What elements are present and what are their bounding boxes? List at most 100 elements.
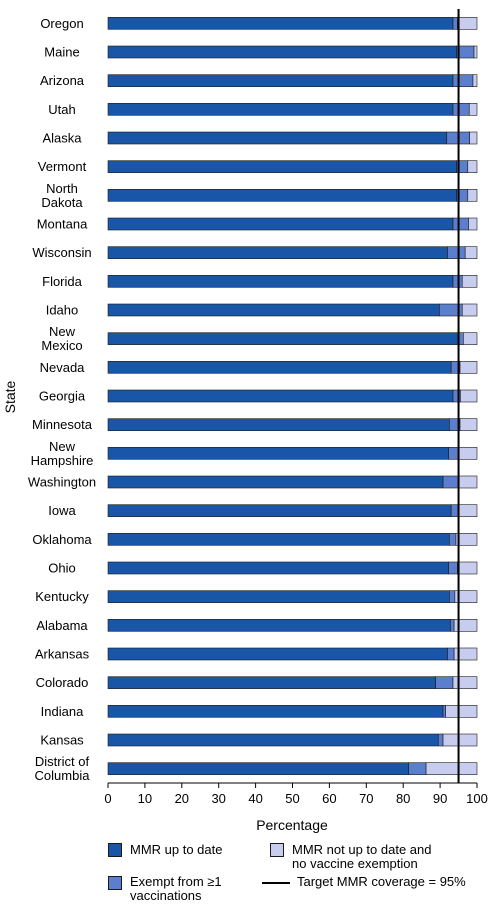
- x-tick-label: 70: [359, 791, 373, 806]
- state-label-line: Wisconsin: [32, 245, 91, 260]
- legend-label-line: Exempt from ≥1: [130, 874, 222, 889]
- bar-segment-2-0: [457, 17, 478, 30]
- state-label-line: Alabama: [36, 618, 88, 633]
- legend-swatch-exempt: [108, 876, 122, 890]
- bar-segment-1-24: [442, 705, 446, 718]
- legend-label-target: Target MMR coverage = 95%: [297, 875, 466, 889]
- bar-segment-1-0: [452, 17, 458, 30]
- state-label-line: New: [49, 439, 76, 454]
- bar-segment-1-7: [452, 217, 469, 231]
- state-label-line: Minnesota: [32, 417, 93, 432]
- state-label: Maine: [44, 45, 79, 60]
- state-label: Colorado: [36, 675, 89, 690]
- state-label: Arkansas: [35, 647, 90, 662]
- bar-segment-1-26: [408, 762, 427, 775]
- bar-segment-0-5: [107, 160, 458, 173]
- bar-segment-2-3: [468, 103, 478, 116]
- state-label-line: Idaho: [46, 303, 79, 318]
- bar-segment-1-21: [450, 619, 455, 632]
- bar-segment-0-4: [107, 131, 448, 145]
- legend-label-line: vaccinations: [130, 888, 202, 903]
- bar-segment-2-25: [442, 733, 478, 747]
- bar-segment-2-26: [425, 762, 478, 775]
- state-label-line: Mexico: [41, 338, 82, 353]
- legend-swatch-up-to-date: [108, 843, 122, 857]
- state-label-line: Montana: [37, 217, 88, 232]
- state-label: District of Columbia: [35, 754, 91, 783]
- bar-segment-2-20: [454, 590, 478, 603]
- state-label-line: Arkansas: [35, 647, 90, 662]
- bar-segment-2-16: [458, 475, 478, 489]
- legend-label-line: no vaccine exemption: [292, 856, 418, 871]
- bar-segment-1-15: [448, 447, 459, 460]
- bar-segment-1-3: [452, 103, 470, 116]
- state-label-line: Utah: [48, 102, 75, 117]
- bar-segment-0-9: [107, 275, 454, 288]
- state-label: Kentucky: [35, 589, 89, 604]
- bar-segment-0-21: [107, 619, 451, 632]
- bar-segment-0-15: [107, 447, 449, 460]
- state-label-line: Hampshire: [31, 453, 94, 468]
- state-label: Nevada: [40, 360, 86, 375]
- bar-segment-0-25: [107, 733, 439, 747]
- legend-target-line: [262, 882, 290, 884]
- bar-segment-0-8: [107, 246, 448, 259]
- x-axis-title: Percentage: [256, 817, 328, 833]
- x-tick-label: 90: [433, 791, 447, 806]
- x-tick-label: 80: [396, 791, 410, 806]
- bar-segment-2-23: [452, 676, 478, 689]
- state-label-line: Oklahoma: [32, 532, 92, 547]
- bar-segment-1-16: [442, 475, 459, 489]
- bar-segment-2-10: [461, 303, 478, 317]
- bar-segment-0-17: [107, 504, 452, 517]
- state-label: North Dakota: [41, 181, 83, 210]
- bar-segment-0-10: [107, 303, 440, 317]
- bar-segment-2-11: [463, 332, 478, 345]
- state-label: Vermont: [38, 159, 87, 174]
- bar-segment-0-7: [107, 217, 454, 231]
- bar-segment-0-13: [107, 389, 454, 403]
- bar-segment-0-23: [107, 676, 436, 689]
- bar-segment-1-18: [449, 533, 457, 546]
- bar-segment-0-6: [107, 189, 458, 202]
- state-label: Minnesota: [32, 417, 93, 432]
- x-tick-label: 50: [285, 791, 299, 806]
- bar-segment-1-2: [452, 74, 474, 87]
- bar-segment-2-7: [468, 217, 478, 231]
- stacked-bar-chart: Oregon Maine Arizona Utah Alaska Vermont North…: [2, 9, 488, 833]
- x-tick-label: 100: [466, 791, 488, 806]
- bar-segment-0-0: [107, 17, 454, 30]
- state-label-line: Vermont: [38, 159, 87, 174]
- state-label: Idaho: [46, 303, 79, 318]
- legend-swatch-not-up-to-date: [270, 843, 284, 857]
- x-tick-label: 20: [175, 791, 189, 806]
- state-label: Indiana: [41, 704, 84, 719]
- state-label-line: Oregon: [40, 16, 83, 31]
- state-label-line: Kentucky: [35, 589, 89, 604]
- state-label-line: Alaska: [42, 131, 82, 146]
- bar-segment-0-14: [107, 418, 450, 431]
- bar-segment-2-14: [459, 418, 478, 431]
- state-label-line: Colorado: [36, 675, 89, 690]
- state-label-line: Maine: [44, 45, 79, 60]
- state-label: Iowa: [48, 503, 76, 518]
- legend-label-line: Target MMR coverage = 95%: [297, 874, 466, 889]
- bar-segment-2-4: [469, 131, 478, 145]
- state-label: Oklahoma: [32, 532, 92, 547]
- bar-segment-2-18: [455, 533, 478, 546]
- state-label-line: Arizona: [40, 73, 85, 88]
- x-tick-label: 60: [322, 791, 336, 806]
- bar-segment-2-22: [453, 647, 478, 661]
- state-label: Arizona: [40, 73, 85, 88]
- bar-segment-0-16: [107, 475, 444, 489]
- bar-segment-2-1: [473, 45, 478, 59]
- bar-segment-2-9: [461, 275, 478, 288]
- bar-segment-2-21: [453, 619, 478, 632]
- y-axis-title: State: [2, 380, 18, 413]
- state-label: Alabama: [36, 618, 88, 633]
- bar-segment-0-24: [107, 705, 444, 718]
- bar-segment-1-23: [435, 676, 454, 689]
- state-label: Oregon: [40, 16, 83, 31]
- bar-segment-2-5: [467, 160, 478, 173]
- state-label-line: District of: [35, 754, 90, 769]
